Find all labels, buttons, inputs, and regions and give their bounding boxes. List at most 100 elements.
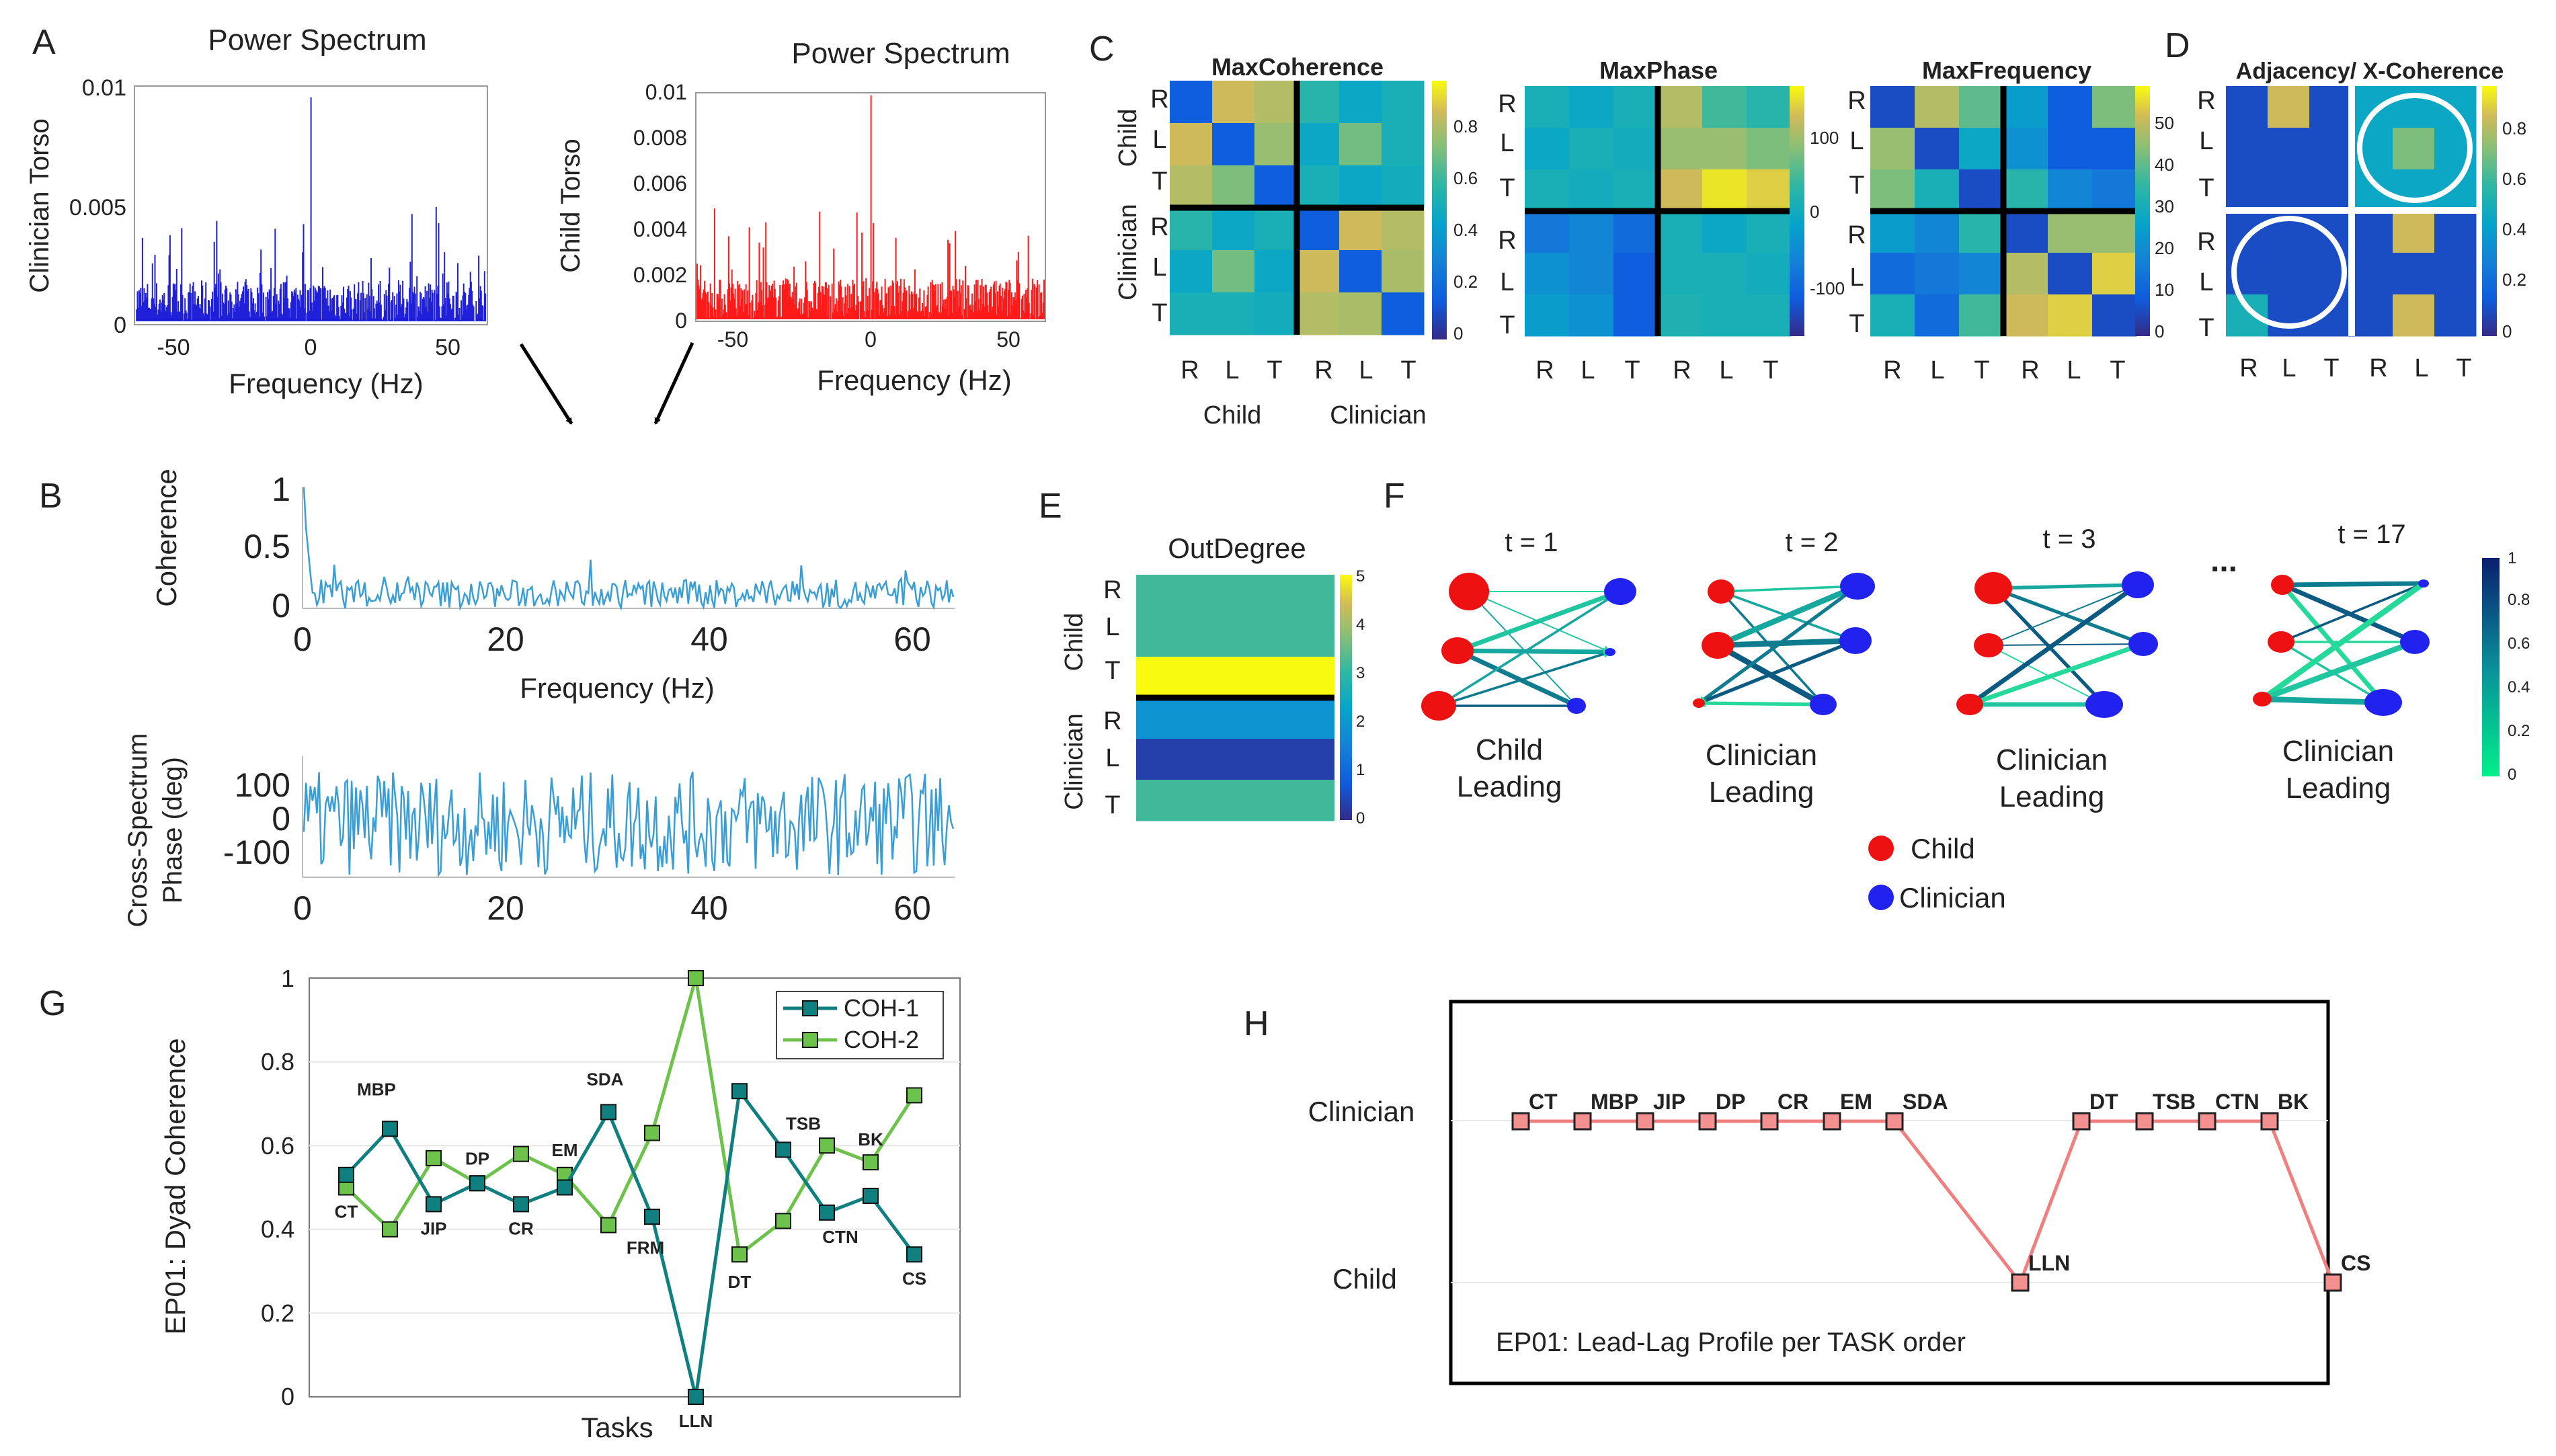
task-label: LLN bbox=[679, 1411, 713, 1431]
maxcoherence-cell bbox=[1254, 208, 1297, 251]
maxphase-cell bbox=[1747, 211, 1792, 253]
cbar3-tick-3: 0.6 bbox=[2502, 169, 2526, 189]
maxfrequency-cell bbox=[1870, 253, 1915, 295]
data-point-coh-2 bbox=[688, 970, 704, 986]
c2-row-r1: R bbox=[1498, 90, 1516, 118]
task-label: FRM bbox=[627, 1238, 664, 1258]
task-label: MBP bbox=[1591, 1090, 1638, 1114]
network-graphs bbox=[1421, 571, 2430, 721]
xtick-b1-2: 40 bbox=[690, 620, 728, 658]
xtick-b1-0: 0 bbox=[293, 620, 312, 658]
network-edge bbox=[1992, 583, 2139, 592]
outdegree-heatmap bbox=[1136, 575, 1334, 821]
clinician-node bbox=[1604, 578, 1636, 605]
maxphase-cell bbox=[1569, 294, 1614, 337]
network-edge bbox=[1716, 637, 1856, 649]
phase-ylabel-1: Cross-Spectrum bbox=[123, 733, 153, 928]
maxfrequency-cell bbox=[1959, 169, 2004, 212]
legend-clinician-label: Clinician bbox=[1899, 882, 2006, 914]
xtick-a-right-1: 0 bbox=[865, 327, 877, 352]
lead-lag-point bbox=[2011, 1273, 2030, 1292]
maxcoherence-cell bbox=[1212, 250, 1255, 293]
maxphase-cell bbox=[1658, 128, 1703, 170]
panel-letter-a: A bbox=[32, 23, 56, 62]
task-label: DP bbox=[465, 1148, 489, 1168]
panel-h: Clinician Child CT MBP JIP DP CR EM SDA LLN DT TS… bbox=[1308, 1000, 2370, 1385]
adjacency-cell bbox=[2226, 294, 2268, 337]
adjacency-cell bbox=[2309, 128, 2352, 170]
maxcoherence-cell bbox=[1339, 208, 1382, 251]
adjacency-cell bbox=[2393, 86, 2435, 128]
data-point-coh-2 bbox=[382, 1221, 398, 1238]
outdegree-cell bbox=[1136, 616, 1334, 657]
g-ytick-3: 0.6 bbox=[261, 1132, 294, 1160]
net-label-2a: Clinician bbox=[1706, 739, 1817, 772]
data-point-coh-1 bbox=[644, 1209, 660, 1225]
child-node bbox=[1702, 632, 1734, 659]
xtick-a-right-0: -50 bbox=[717, 327, 748, 352]
ellipsis: ... bbox=[2210, 543, 2237, 579]
arrow-right bbox=[653, 341, 694, 425]
maxphase-cell bbox=[1658, 294, 1703, 337]
c-row-l1: L bbox=[1152, 126, 1166, 154]
maxfrequency-cell bbox=[1915, 253, 1960, 295]
ytick-a-left-1: 0.005 bbox=[69, 195, 126, 220]
maxcoherence-cell bbox=[1297, 123, 1340, 166]
c3-row-r1: R bbox=[1847, 87, 1866, 115]
time-label-2: t = 2 bbox=[1786, 528, 1839, 557]
network-edge bbox=[2280, 583, 2385, 704]
cbarF-tick-2: 0.4 bbox=[2508, 678, 2530, 696]
c-col-l1: L bbox=[1225, 356, 1239, 385]
cbarE-tick-1: 1 bbox=[1356, 761, 1365, 779]
cbarE-tick-4: 4 bbox=[1356, 616, 1365, 634]
arrow-left bbox=[519, 343, 573, 425]
coherence-line bbox=[303, 487, 955, 611]
maxphase-cell bbox=[1702, 86, 1747, 128]
maxcoherence-cell bbox=[1297, 208, 1340, 251]
legend-clinician-marker bbox=[1868, 885, 1894, 910]
maxphase-cell bbox=[1702, 294, 1747, 337]
maxfrequency-heatmap bbox=[1870, 86, 2137, 337]
network-edge bbox=[1457, 647, 1611, 656]
network-edge bbox=[1438, 590, 1622, 707]
outdegree-cell bbox=[1136, 739, 1334, 780]
maxcoherence-cell bbox=[1254, 292, 1297, 335]
ytick-a-right-4: 0.008 bbox=[633, 126, 687, 150]
panel-letter-f: F bbox=[1384, 477, 1405, 516]
c-group-child-y: Child bbox=[1114, 109, 1142, 167]
power-spectrum-left-trace bbox=[136, 97, 486, 321]
maxphase-cell bbox=[1525, 253, 1570, 295]
outdegree-cell bbox=[1136, 657, 1334, 698]
adjacency-cell bbox=[2309, 294, 2352, 337]
e-row-l2: L bbox=[1105, 744, 1119, 772]
g-ytick-0: 0 bbox=[281, 1383, 294, 1410]
e-row-r2: R bbox=[1103, 707, 1121, 735]
cbar0-tick-4: 0.8 bbox=[1453, 116, 1478, 136]
network-edge bbox=[2261, 639, 2416, 702]
data-point-coh-2 bbox=[906, 1087, 922, 1104]
c-col-r2: R bbox=[1314, 356, 1332, 385]
d-row-t1: T bbox=[2198, 174, 2214, 202]
d-row-t2: T bbox=[2198, 314, 2214, 342]
maxphase-cell bbox=[1702, 128, 1747, 170]
maxfrequency-cell bbox=[2003, 86, 2048, 128]
adjacency-cell bbox=[2226, 211, 2268, 253]
maxcoherence-cell bbox=[1212, 292, 1255, 335]
data-point-coh-2 bbox=[731, 1246, 748, 1263]
data-point-coh-2 bbox=[600, 1217, 616, 1233]
task-label: BK bbox=[858, 1129, 883, 1149]
maxphase-cell bbox=[1658, 253, 1703, 295]
maxcoherence-cell bbox=[1339, 123, 1382, 166]
maxphase-cell bbox=[1747, 253, 1792, 295]
cbarE-tick-5: 5 bbox=[1356, 567, 1365, 585]
maxphase-heatmap bbox=[1525, 86, 1792, 337]
cbar2-tick-4: 40 bbox=[2155, 155, 2174, 175]
phase-line bbox=[303, 771, 955, 878]
c2-col-r1: R bbox=[1535, 356, 1554, 385]
maxphase-cell bbox=[1747, 294, 1792, 337]
maxfrequency-cell bbox=[2092, 169, 2137, 212]
d-row-r2: R bbox=[2197, 228, 2215, 256]
panel-g: CT MBP JIP DP CR EM SDA FRM LLN DT TSB CTN BK CS EP01… bbox=[159, 965, 961, 1443]
xtick-b2-2: 40 bbox=[690, 889, 728, 927]
maxcoherence-colorbar bbox=[1432, 81, 1447, 339]
